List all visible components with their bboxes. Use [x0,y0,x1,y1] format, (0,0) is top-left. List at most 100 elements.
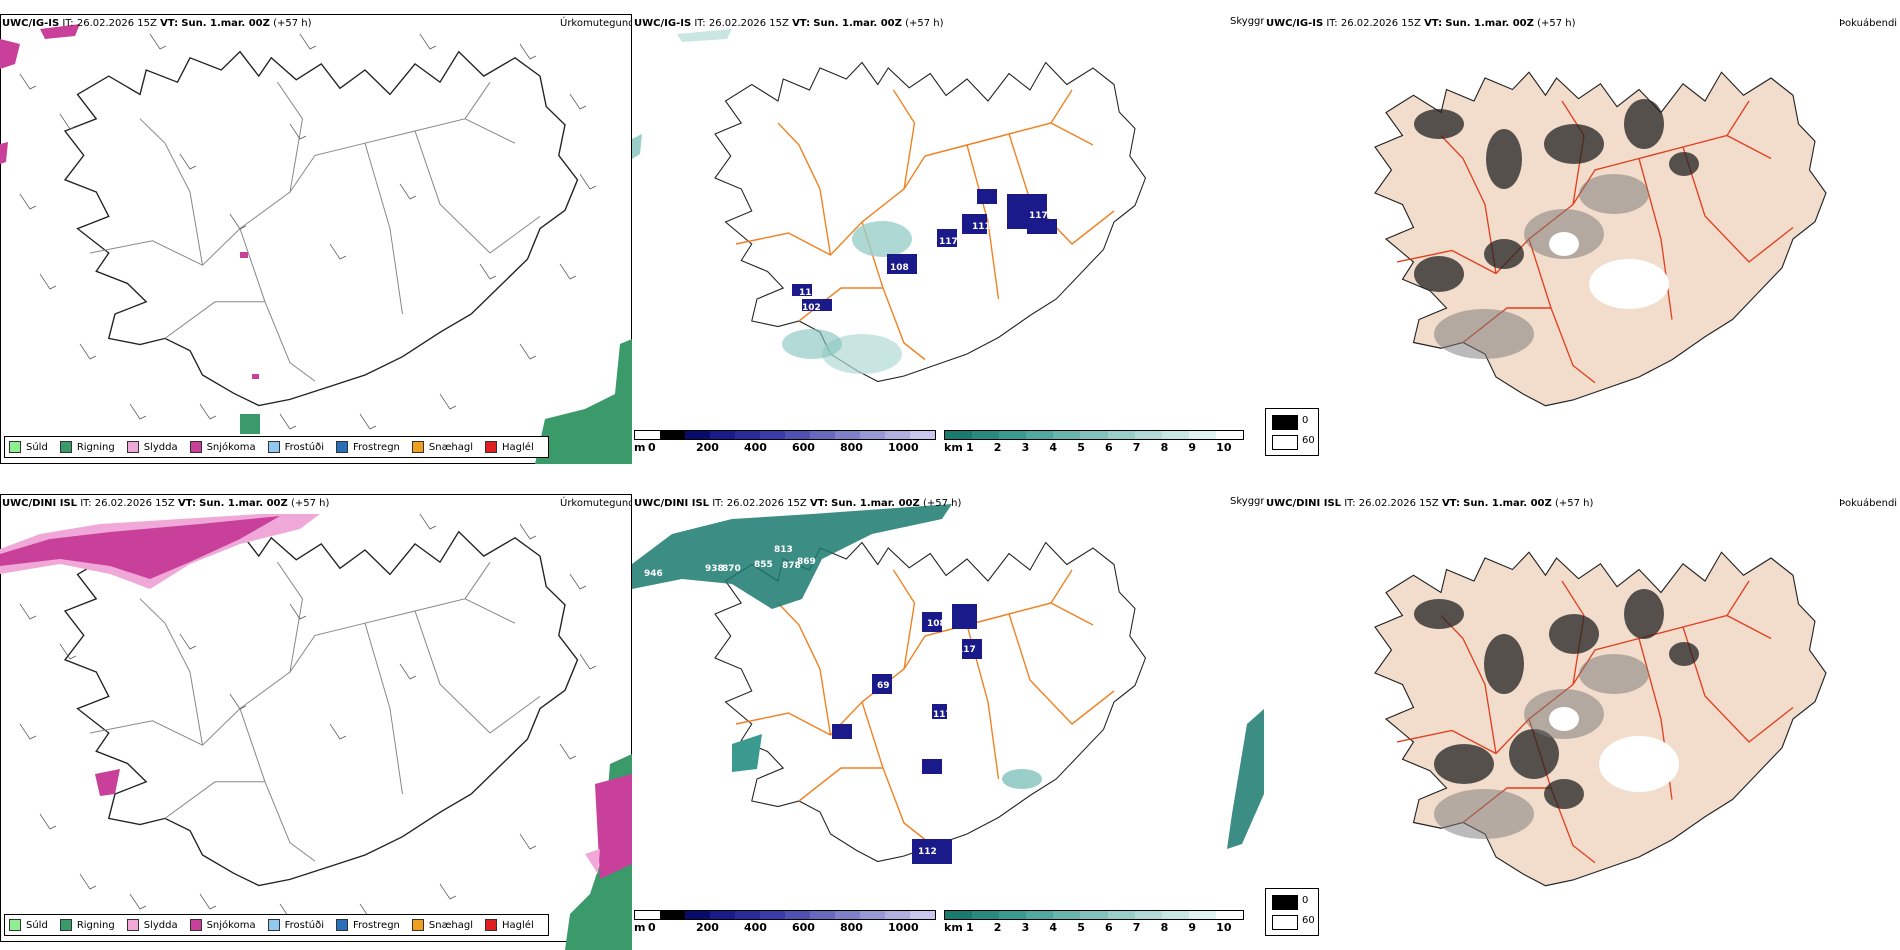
cbar-tick: 800 [840,441,863,454]
cbar-tick: 200 [696,921,719,934]
cbar-cell [760,431,785,439]
visibility-colorbar: km 1 2 3 4 5 6 7 8 9 10 [944,430,1244,454]
cbar-cell [810,911,835,919]
cbar-cell [1053,911,1081,919]
legend-item: Slydda [126,919,178,931]
panel-frame [0,494,632,942]
cbar-unit: km [944,441,963,454]
wind-barbs [19,513,597,920]
swatch [189,441,202,453]
cbar-tick: 200 [696,441,719,454]
panel-header: UWC/DINI ISL IT: 26.02.2026 15Z VT: Sun.… [2,498,330,509]
cbar-cell [999,431,1027,439]
precip-legend: Súld Rigning Slydda Snjókoma Frostúði Fr… [4,914,549,936]
cloud-label: 869 [797,557,816,567]
cbar-tick: 400 [744,921,767,934]
cbar-cell [885,911,910,919]
cbar-cell [660,431,685,439]
cbar-cell [1215,431,1244,439]
swatch [126,919,139,931]
cbar-cell [1134,911,1162,919]
cbar-tick: 7 [1132,441,1141,454]
cbar-tick: 600 [792,441,815,454]
cbar-cell [972,911,1000,919]
cbar-unit: km [944,921,963,934]
cbar-tick: 3 [1021,921,1030,934]
cloud-panel-bottom: 946 938 870 855 878 813 869 108 117 69 1… [632,494,1264,950]
cbar-cell [1161,911,1189,919]
panel-title: Úrkomutegund [560,18,632,29]
cbar-cell [1107,431,1135,439]
cloud-label: 108 [890,263,909,273]
cbar-cell [1134,431,1162,439]
legend-item: Rigning [59,441,115,453]
legend-item: Súld [9,441,48,453]
precip-map-bottom [0,513,632,950]
cbar-unit: m [634,441,646,454]
cbar-tick: 3 [1021,441,1030,454]
cbar-tick: 5 [1077,921,1085,934]
cbar-cell [685,431,710,439]
cbar-tick: 10 [1216,921,1232,934]
legend-item: Haglél [485,919,534,931]
cbar-cell [885,431,910,439]
panel-header: UWC/IG-IS IT: 26.02.2026 15Z VT: Sun. 1.… [634,18,944,29]
cloud-label: 855 [754,560,773,570]
cbar-cell [710,911,735,919]
cloud-map-top: 108 112 117 111 102 117 [632,29,1147,383]
cbar-cell [660,911,685,919]
panel-header: UWC/DINI ISL IT: 26.02.2026 15Z VT: Sun.… [1266,498,1594,509]
cbar-cell [760,911,785,919]
fog-swatch-low [1272,915,1298,930]
swatch [485,919,498,931]
cbar-cell [1080,431,1108,439]
cbar-unit: m [634,921,646,934]
swatch [189,919,202,931]
cbar-cell [1188,431,1216,439]
cbar-cell [910,431,935,439]
swatch [9,919,21,931]
cbar-cell [785,431,810,439]
height-colorbar: m 0 200 400 600 800 1000 [634,910,936,934]
cbar-tick: 4 [1049,921,1058,934]
cloud-label: 117 [933,710,952,720]
cbar-cell [999,911,1027,919]
legend-item: Haglél [485,441,534,453]
cbar-cell [1026,911,1054,919]
cbar-cell [1026,431,1054,439]
cbar-cell [735,431,760,439]
legend-item: Snæhagl [411,919,473,931]
precip-map-top [0,24,632,464]
fog-swatch-high [1272,415,1298,430]
legend-item: Frostregn [336,441,400,453]
cloud-label: 112 [918,847,937,857]
cloud-label: 813 [774,545,793,555]
cbar-cell [972,431,1000,439]
cloud-label: 117 [957,645,976,655]
height-colorbar: m 0 200 400 600 800 1000 [634,430,936,454]
cbar-tick: 8 [1160,441,1169,454]
cbar-cell [1161,431,1189,439]
cbar-tick: 1000 [888,921,919,934]
cbar-cell [685,911,710,919]
fog-swatch-high [1272,895,1298,910]
cbar-cell [945,911,973,919]
legend-item: Snæhagl [411,441,473,453]
cbar-cell [910,911,935,919]
cloud-label: 946 [644,569,663,579]
cbar-cell [635,431,660,439]
swatch [126,441,139,453]
cbar-cell [1080,911,1108,919]
panel-header: UWC/DINI ISL IT: 26.02.2026 15Z VT: Sun.… [634,498,962,509]
cbar-tick: 4 [1049,441,1058,454]
swatch [59,441,72,453]
cloud-label: 69 [877,681,890,691]
cbar-cell [945,431,973,439]
cbar-tick: 10 [1216,441,1232,454]
legend-item: Snjókoma [189,441,256,453]
fog-label: 60 [1302,435,1315,446]
cbar-cell [710,431,735,439]
panel-title: Þokuábendi [1839,18,1898,29]
fog-legend: 0 60 [1265,888,1319,936]
cbar-cell [810,431,835,439]
